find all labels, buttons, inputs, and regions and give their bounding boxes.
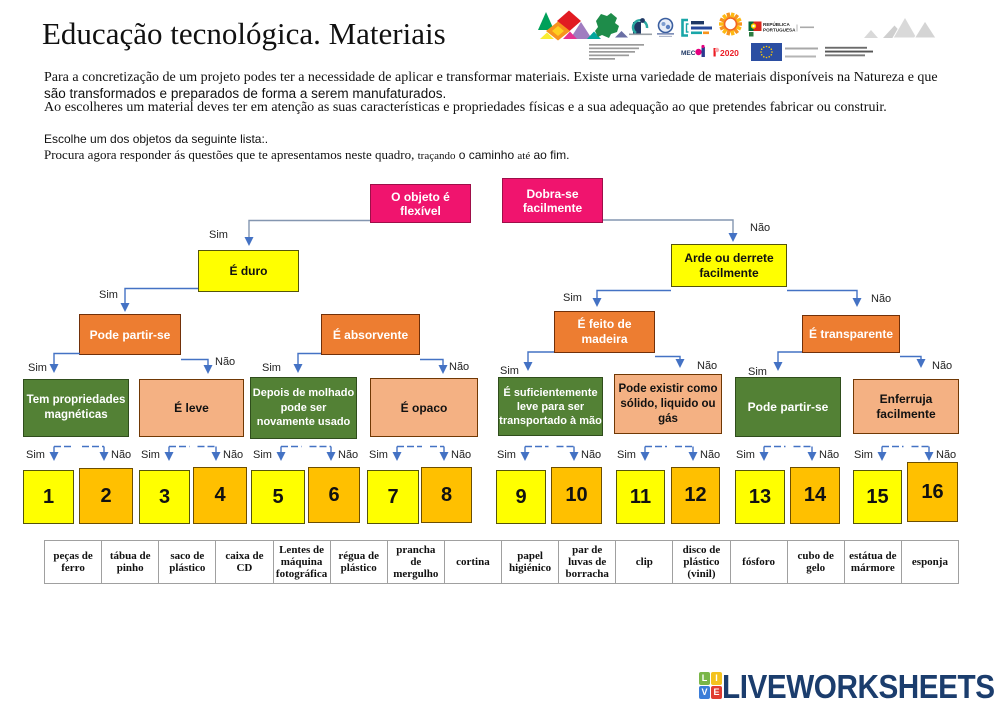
svg-text:REPÚBLICA: REPÚBLICA (763, 21, 790, 27)
svg-text:2020: 2020 (720, 48, 739, 58)
svg-text:PORTUGUESA: PORTUGUESA (763, 28, 796, 33)
svg-text:MEC: MEC (681, 50, 696, 57)
